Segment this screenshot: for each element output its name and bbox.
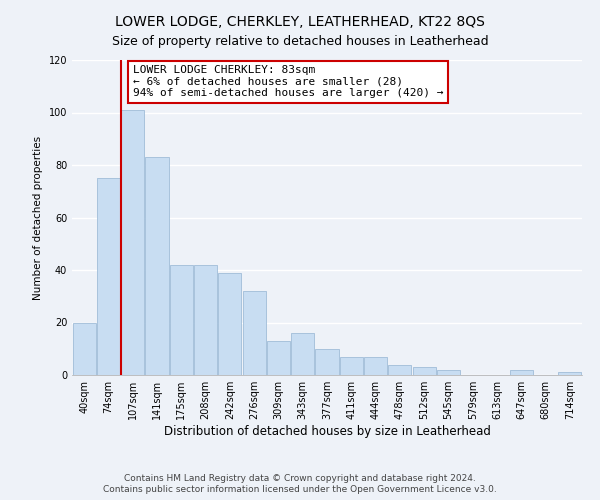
- Bar: [388, 364, 412, 375]
- Bar: [510, 370, 533, 375]
- Bar: [97, 178, 120, 375]
- Bar: [145, 157, 169, 375]
- Bar: [437, 370, 460, 375]
- Text: Size of property relative to detached houses in Leatherhead: Size of property relative to detached ho…: [112, 35, 488, 48]
- Bar: [121, 110, 144, 375]
- Bar: [242, 291, 266, 375]
- Bar: [170, 265, 193, 375]
- Y-axis label: Number of detached properties: Number of detached properties: [33, 136, 43, 300]
- Bar: [218, 272, 241, 375]
- Bar: [267, 341, 290, 375]
- Text: LOWER LODGE CHERKLEY: 83sqm
← 6% of detached houses are smaller (28)
94% of semi: LOWER LODGE CHERKLEY: 83sqm ← 6% of deta…: [133, 65, 443, 98]
- Bar: [413, 367, 436, 375]
- Bar: [194, 265, 217, 375]
- Bar: [340, 356, 363, 375]
- Text: LOWER LODGE, CHERKLEY, LEATHERHEAD, KT22 8QS: LOWER LODGE, CHERKLEY, LEATHERHEAD, KT22…: [115, 15, 485, 29]
- Bar: [316, 349, 338, 375]
- Bar: [291, 333, 314, 375]
- Bar: [559, 372, 581, 375]
- Bar: [73, 322, 95, 375]
- Bar: [364, 356, 387, 375]
- X-axis label: Distribution of detached houses by size in Leatherhead: Distribution of detached houses by size …: [164, 425, 490, 438]
- Text: Contains HM Land Registry data © Crown copyright and database right 2024.
Contai: Contains HM Land Registry data © Crown c…: [103, 474, 497, 494]
